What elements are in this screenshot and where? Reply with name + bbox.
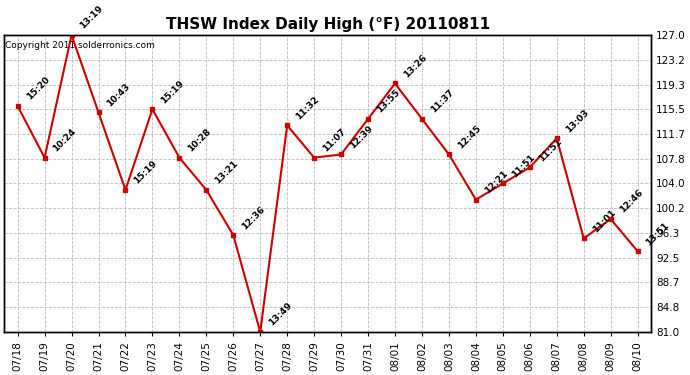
Text: 12:21: 12:21 <box>483 169 509 195</box>
Text: 10:28: 10:28 <box>186 127 213 153</box>
Text: 11:51: 11:51 <box>510 153 536 179</box>
Text: 11:37: 11:37 <box>429 88 455 115</box>
Text: 12:36: 12:36 <box>240 204 267 231</box>
Text: Copyright 2011 solderronics.com: Copyright 2011 solderronics.com <box>6 41 155 50</box>
Text: 15:20: 15:20 <box>25 75 51 102</box>
Text: 12:45: 12:45 <box>456 124 482 150</box>
Text: 13:03: 13:03 <box>564 108 590 134</box>
Text: 11:01: 11:01 <box>591 208 617 234</box>
Text: 10:24: 10:24 <box>52 127 78 153</box>
Text: 11:07: 11:07 <box>321 127 348 153</box>
Text: 15:19: 15:19 <box>159 78 186 105</box>
Text: 13:21: 13:21 <box>213 159 240 186</box>
Text: 10:43: 10:43 <box>106 82 132 108</box>
Text: 13:51: 13:51 <box>644 220 671 247</box>
Text: 12:46: 12:46 <box>618 188 644 215</box>
Title: THSW Index Daily High (°F) 20110811: THSW Index Daily High (°F) 20110811 <box>166 18 490 33</box>
Text: 13:49: 13:49 <box>267 301 294 328</box>
Text: 11:32: 11:32 <box>294 94 321 121</box>
Text: 13:55: 13:55 <box>375 88 402 115</box>
Text: 15:19: 15:19 <box>132 159 159 186</box>
Text: 11:51: 11:51 <box>537 136 563 163</box>
Text: 13:26: 13:26 <box>402 53 428 79</box>
Text: 12:39: 12:39 <box>348 124 375 150</box>
Text: 13:19: 13:19 <box>79 4 105 31</box>
